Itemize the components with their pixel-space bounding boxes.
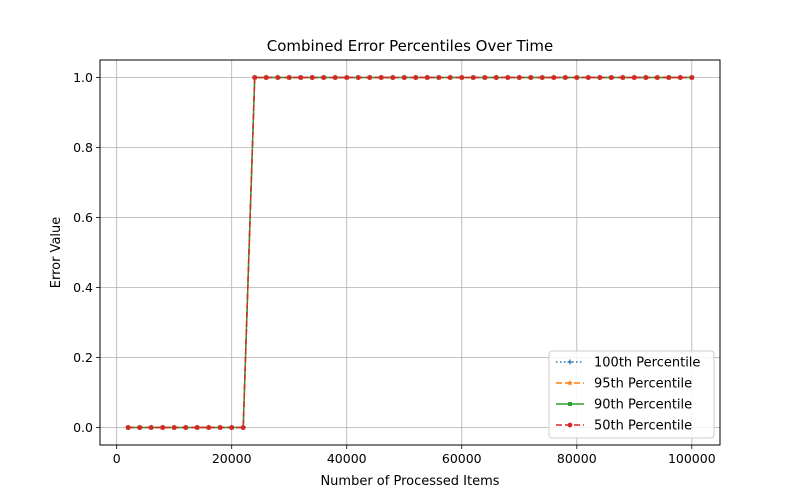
data-point (655, 74, 660, 81)
data-point (367, 74, 372, 81)
data-point (551, 74, 557, 81)
data-point (620, 74, 626, 81)
legend-label: 50th Percentile (594, 419, 692, 434)
legend-marker (567, 422, 573, 428)
data-point (171, 424, 177, 431)
y-tick-label: 0.2 (73, 350, 93, 365)
data-point (517, 74, 522, 81)
data-point (436, 74, 442, 81)
data-point (482, 74, 488, 81)
data-point (355, 74, 361, 81)
x-tick-label: 20000 (212, 451, 252, 466)
legend: 100th Percentile 95th Percentile 90th Perc… (548, 350, 715, 439)
data-point (494, 74, 499, 81)
data-point (643, 74, 649, 81)
x-tick-label: 0 (113, 451, 121, 466)
data-point (263, 74, 269, 81)
grid (100, 60, 720, 445)
data-point (240, 424, 246, 431)
axis-ticks: 0 20000 40000 60000 80000 100000 0.0 0.2 0.4 0.6 0… (73, 70, 716, 466)
data-point (505, 74, 511, 81)
x-tick-label: 40000 (327, 451, 367, 466)
data-point (689, 74, 695, 81)
series-lines (125, 74, 695, 431)
data-point (332, 74, 338, 81)
y-tick-label: 0.0 (73, 420, 93, 435)
legend-item: 50th Percentile (556, 419, 692, 434)
data-point (609, 74, 614, 81)
series-3 (125, 74, 695, 431)
data-point (563, 74, 568, 81)
data-point (402, 74, 407, 81)
legend-item: 95th Percentile (556, 377, 692, 392)
data-point (194, 424, 200, 431)
data-point (678, 74, 683, 81)
data-point (390, 74, 395, 81)
data-point (298, 74, 303, 81)
legend-item: 100th Percentile (556, 356, 700, 371)
data-point (206, 424, 211, 431)
legend-marker (567, 359, 573, 365)
legend-box (548, 350, 715, 439)
data-point (344, 74, 349, 81)
data-point (275, 74, 280, 81)
data-point (309, 74, 315, 81)
data-point (597, 74, 603, 81)
data-point (666, 74, 672, 81)
data-point (632, 74, 637, 81)
legend-label: 90th Percentile (594, 398, 692, 413)
legend-label: 95th Percentile (594, 377, 692, 392)
y-tick-label: 0.8 (73, 140, 93, 155)
data-point (540, 74, 545, 81)
data-point (321, 74, 326, 81)
data-point (471, 74, 476, 81)
data-point (459, 74, 465, 81)
data-point (413, 74, 418, 81)
legend-item: 90th Percentile (556, 398, 692, 413)
y-axis-label: Error Value (49, 217, 64, 289)
data-point (574, 74, 580, 81)
chart-title: Combined Error Percentiles Over Time (267, 37, 553, 55)
data-point (183, 424, 188, 431)
x-tick-label: 60000 (442, 451, 482, 466)
data-point (137, 424, 142, 431)
data-point (217, 424, 223, 431)
y-tick-label: 0.6 (73, 210, 93, 225)
legend-marker (568, 402, 572, 406)
data-point (229, 424, 234, 431)
plot-area-frame (99, 59, 721, 446)
x-axis-label: Number of Processed Items (320, 474, 499, 489)
data-point (148, 424, 154, 431)
x-tick-label: 80000 (557, 451, 597, 466)
data-point (448, 74, 453, 81)
data-point (586, 74, 591, 81)
y-tick-label: 0.4 (73, 280, 93, 295)
data-point (252, 74, 257, 81)
data-point (125, 424, 131, 431)
data-point (286, 74, 292, 81)
data-point (378, 74, 384, 81)
legend-label: 100th Percentile (594, 356, 700, 371)
data-point (528, 74, 534, 81)
y-tick-label: 1.0 (73, 70, 93, 85)
data-point (160, 424, 165, 431)
data-point (425, 74, 430, 81)
x-tick-label: 100000 (668, 451, 716, 466)
legend-marker (566, 379, 574, 386)
